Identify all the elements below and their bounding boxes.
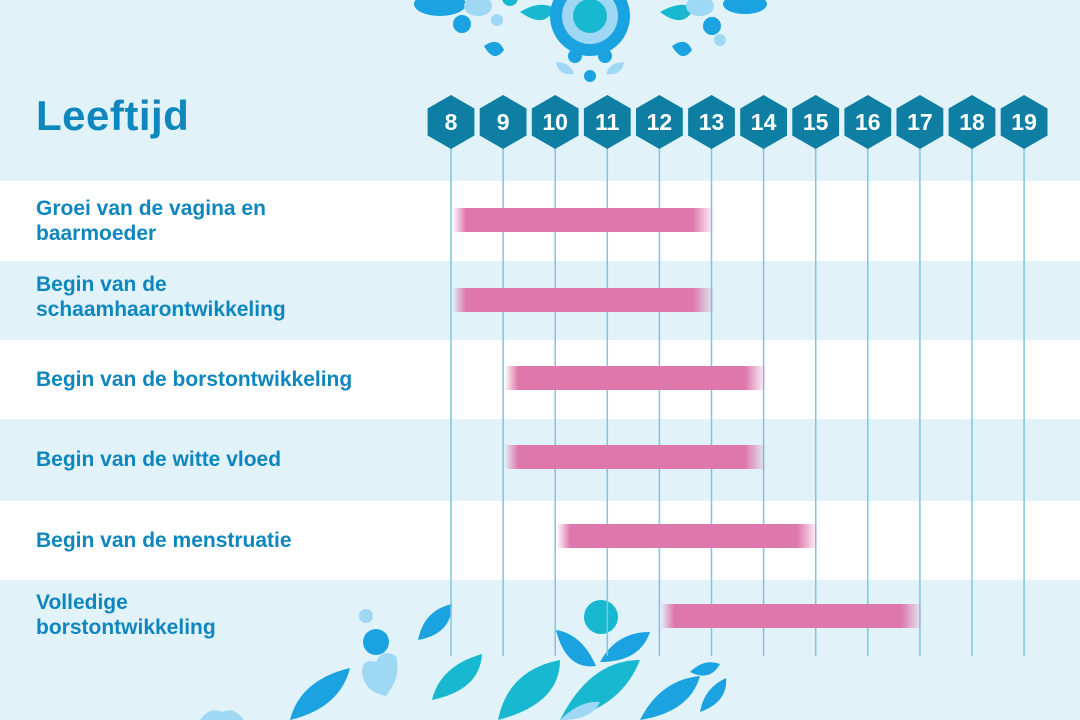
tick-label-10: 10 bbox=[542, 109, 568, 135]
row-label-3: Begin van de borstontwikkeling bbox=[36, 367, 353, 391]
row-label-6: Volledige borstontwikkeling bbox=[36, 591, 216, 639]
chart-title: Leeftijd bbox=[36, 92, 190, 139]
tick-hexagon-11 bbox=[583, 95, 631, 149]
tick-hexagon-15 bbox=[792, 95, 840, 149]
row-label-1: Groei van de vagina en baarmoeder bbox=[36, 197, 266, 245]
row-label-2: Begin van de schaamhaarontwikkeling bbox=[36, 273, 286, 321]
tick-hexagon-9 bbox=[479, 95, 527, 149]
tick-hexagon-13 bbox=[688, 95, 735, 149]
tick-label-11: 11 bbox=[595, 109, 620, 135]
tick-label-12: 12 bbox=[647, 109, 673, 135]
range-bar-1 bbox=[453, 208, 714, 232]
tick-hexagon-16 bbox=[844, 95, 892, 149]
range-bar-4 bbox=[505, 445, 766, 469]
range-bar-5 bbox=[557, 524, 818, 548]
range-bar-3 bbox=[505, 366, 766, 390]
tick-label-8: 8 bbox=[445, 109, 458, 135]
tick-hexagon-19 bbox=[1000, 95, 1048, 149]
tick-label-14: 14 bbox=[751, 109, 777, 135]
tick-hexagon-17 bbox=[896, 95, 944, 149]
row-label-4: Begin van de witte vloed bbox=[36, 447, 282, 471]
tick-label-13: 13 bbox=[699, 109, 725, 135]
tick-hexagon-12 bbox=[636, 95, 683, 149]
tick-label-15: 15 bbox=[803, 109, 829, 135]
tick-label-9: 9 bbox=[497, 109, 510, 135]
tick-hexagon-10 bbox=[531, 95, 579, 149]
row-label-5: Begin van de menstruatie bbox=[36, 528, 292, 552]
tick-hexagon-8 bbox=[427, 95, 475, 149]
tick-label-16: 16 bbox=[855, 109, 881, 135]
row-band-5 bbox=[0, 501, 1080, 580]
tick-label-17: 17 bbox=[907, 109, 933, 135]
range-bar-6 bbox=[661, 604, 922, 628]
tick-hexagon-14 bbox=[740, 95, 787, 149]
tick-label-18: 18 bbox=[959, 109, 985, 135]
range-bar-2 bbox=[453, 288, 714, 312]
tick-label-19: 19 bbox=[1011, 109, 1037, 135]
tick-hexagon-18 bbox=[948, 95, 996, 149]
